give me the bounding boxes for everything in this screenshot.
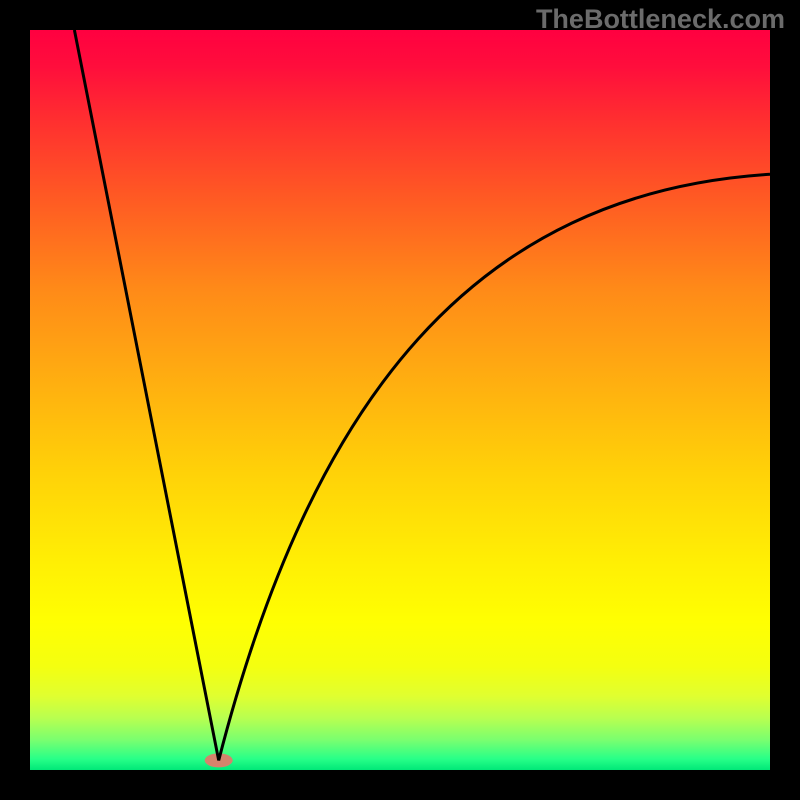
plot-background: [30, 30, 770, 770]
plot-area: [30, 30, 770, 770]
chart-container: TheBottleneck.com: [0, 0, 800, 800]
plot-svg: [30, 30, 770, 770]
